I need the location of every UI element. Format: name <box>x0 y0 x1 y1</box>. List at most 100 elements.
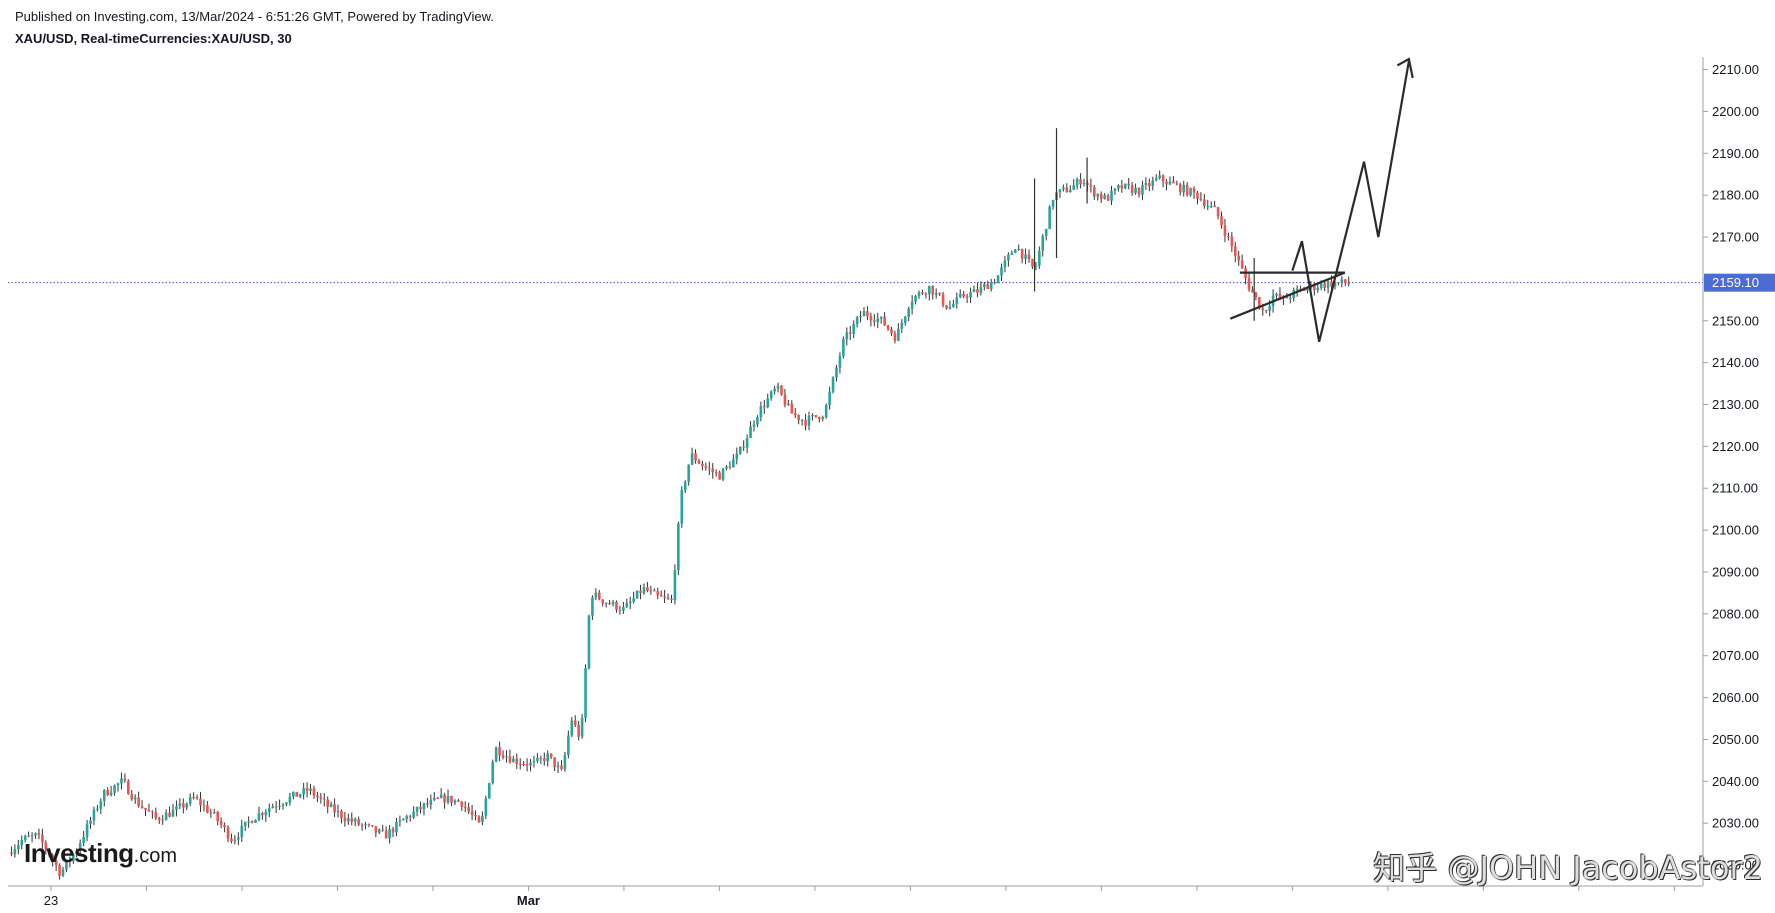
candle-body <box>202 805 206 807</box>
candle-body <box>1013 249 1017 253</box>
candle-body <box>1230 236 1234 247</box>
candle-body <box>364 824 367 826</box>
candle-body <box>395 821 398 833</box>
candle-body <box>436 797 440 799</box>
candle-body <box>852 324 855 334</box>
candle-body <box>591 597 594 616</box>
candle-body <box>137 797 140 807</box>
candle-body <box>288 796 292 803</box>
candle-body <box>532 761 536 763</box>
candle-body <box>1034 265 1038 267</box>
candle-body <box>587 615 591 669</box>
time-axis[interactable]: 23 Mar <box>8 885 1703 908</box>
candle-body <box>735 453 739 460</box>
candle-body <box>876 318 880 323</box>
y-tick-label: 2090.00 <box>1712 564 1759 579</box>
candle-body <box>1337 282 1340 284</box>
candle-body <box>457 800 460 802</box>
candle-body <box>958 293 962 298</box>
candle-body <box>353 819 357 822</box>
candle-body <box>976 289 979 293</box>
candle-body <box>597 592 601 600</box>
candle-body <box>1089 185 1093 187</box>
candle-body <box>17 845 20 850</box>
candle-body <box>123 778 127 781</box>
candle-body <box>1330 281 1333 287</box>
trend-drawings[interactable] <box>1229 57 1414 342</box>
candle-body <box>316 795 319 798</box>
candle-body <box>188 797 192 804</box>
candle-body <box>577 725 580 737</box>
candle-body <box>687 464 690 482</box>
candle-body <box>415 806 419 812</box>
candle-body <box>192 797 195 799</box>
candle-body <box>622 607 625 611</box>
candle-body <box>986 284 990 290</box>
candle-body <box>219 821 223 825</box>
candle-body <box>769 391 773 399</box>
candle-body <box>738 446 742 454</box>
candle-body <box>44 842 48 849</box>
candle-body <box>1120 185 1124 189</box>
published-info: Published on Investing.com, 13/Mar/2024 … <box>15 9 494 24</box>
candle-body <box>886 325 890 329</box>
candle-body <box>663 596 666 598</box>
candle-body <box>773 388 776 392</box>
candle-body <box>1261 308 1265 311</box>
candle-body <box>333 804 336 813</box>
candle-body <box>804 419 807 426</box>
candle-body <box>763 406 766 408</box>
candle-body <box>838 356 842 368</box>
candle-body <box>1141 185 1144 195</box>
chart-header: Published on Investing.com, 13/Mar/2024 … <box>15 8 494 48</box>
candle-body <box>972 289 976 293</box>
candle-body <box>470 811 474 816</box>
candle-body <box>298 794 302 797</box>
watermark-text: 知乎 @JOHN JacobAstor2 <box>1373 849 1763 887</box>
candle-body <box>1017 248 1020 250</box>
y-tick-label: 2050.00 <box>1712 732 1759 747</box>
candle-body <box>787 403 790 406</box>
candle-body <box>261 813 264 816</box>
x-tick-label: 23 <box>44 893 58 908</box>
y-tick-label: 2020.00 <box>1712 858 1759 873</box>
candle-body <box>243 821 247 826</box>
price-axis[interactable]: 2020.00 2030.00 2040.00 2050.00 2060.00 2070.… <box>1702 57 1759 886</box>
candle-body <box>1106 195 1110 201</box>
candle-body <box>928 285 931 295</box>
y-tick-label: 2110.00 <box>1712 481 1758 496</box>
candle-body <box>900 322 904 329</box>
candle-body <box>54 860 58 866</box>
candle-body <box>501 755 505 758</box>
candle-body <box>1251 289 1254 293</box>
candle-body <box>99 800 103 809</box>
candle-body <box>728 466 732 468</box>
candle-body <box>848 332 852 334</box>
candle-body <box>127 780 130 795</box>
candle-body <box>824 405 828 418</box>
y-tick-label: 2120.00 <box>1712 439 1759 454</box>
candle-body <box>948 306 952 309</box>
candle-body <box>357 819 360 825</box>
candle-body <box>642 587 646 594</box>
candle-body <box>632 598 635 602</box>
candle-body <box>1192 188 1196 193</box>
candle-body <box>484 798 488 816</box>
candle-body <box>426 803 429 805</box>
candle-body <box>487 783 491 799</box>
y-tick-label: 2140.00 <box>1712 355 1759 370</box>
candle-body <box>969 292 972 298</box>
candle-body <box>164 812 168 821</box>
candle-body <box>1058 189 1062 193</box>
candle-body <box>175 806 178 810</box>
candle-body <box>563 754 567 770</box>
candle-body <box>518 763 522 765</box>
candle-body <box>1227 236 1230 238</box>
candle-body <box>756 417 759 425</box>
candle-body <box>934 292 938 295</box>
candle-body <box>336 810 340 813</box>
candle-body <box>367 824 371 826</box>
plot-area[interactable] <box>8 128 1703 880</box>
candle-body <box>1264 310 1268 312</box>
